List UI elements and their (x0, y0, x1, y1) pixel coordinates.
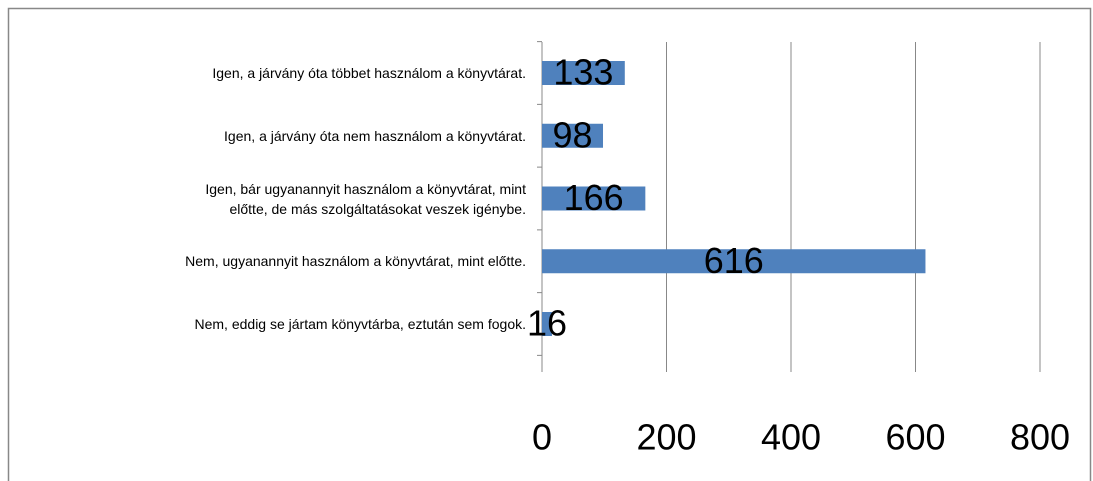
x-tick-label: 800 (1010, 417, 1070, 458)
y-tick-label: Igen, a járvány óta nem használom a köny… (224, 127, 526, 144)
x-tick-label: 400 (761, 417, 821, 458)
data-label: 16 (527, 303, 567, 344)
data-label: 98 (552, 114, 592, 155)
bar (542, 123, 604, 148)
y-tick-label: Igen, bár ugyanannyit használom a könyvt… (205, 180, 526, 217)
data-label: 616 (704, 240, 764, 281)
chart-frame (7, 7, 1092, 481)
bar (542, 61, 625, 85)
bar (542, 249, 926, 274)
data-label: 166 (564, 177, 624, 218)
x-tick-label: 600 (885, 417, 945, 458)
y-tick-label: Nem, ugyanannyit használom a könyvtárat,… (185, 253, 526, 270)
data-label: 133 (553, 52, 613, 93)
x-tick-label: 0 (532, 417, 552, 458)
bar (542, 186, 646, 211)
bar (542, 312, 552, 336)
y-tick-label: Igen, a járvány óta többet használom a k… (212, 65, 526, 81)
x-tick-label: 200 (636, 417, 696, 458)
y-tick-label: Nem, eddig se jártam könyvtárba, eztután… (194, 316, 527, 332)
